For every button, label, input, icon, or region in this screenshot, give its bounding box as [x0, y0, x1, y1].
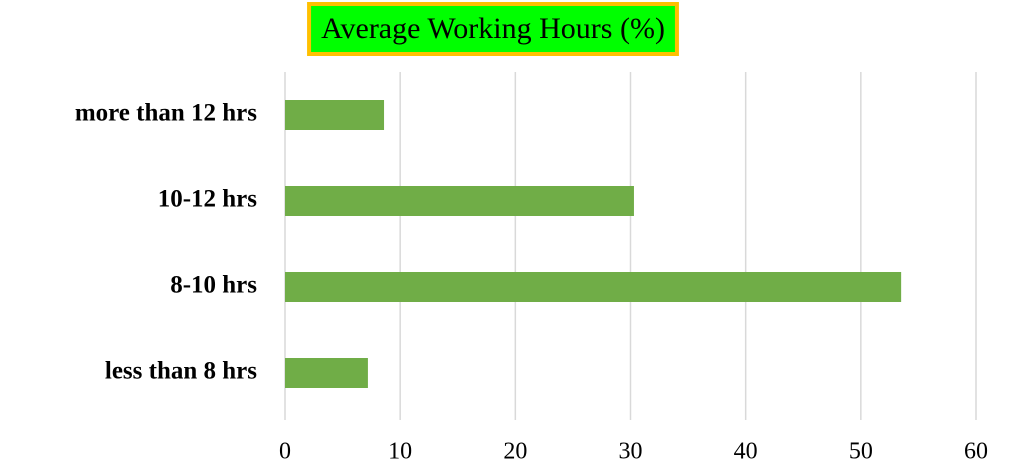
- bar: [285, 100, 385, 130]
- title-background: [307, 2, 679, 56]
- x-tick-label: 30: [619, 439, 643, 465]
- y-tick-label: less than 8 hrs: [105, 358, 257, 385]
- x-tick-label: 20: [503, 439, 527, 465]
- bar: [285, 186, 634, 216]
- bar: [285, 358, 368, 388]
- x-tick-label: 60: [964, 439, 988, 465]
- x-tick-label: 40: [734, 439, 758, 465]
- bar: [285, 272, 902, 302]
- chart-title: Average Working Hours (%): [321, 12, 665, 45]
- y-tick-label: 10-12 hrs: [158, 186, 258, 213]
- x-tick-label: 50: [849, 439, 873, 465]
- y-tick-label: 8-10 hrs: [170, 272, 257, 299]
- y-tick-label: more than 12 hrs: [75, 100, 257, 127]
- x-tick-label: 0: [279, 439, 291, 465]
- x-tick-label: 10: [388, 439, 412, 465]
